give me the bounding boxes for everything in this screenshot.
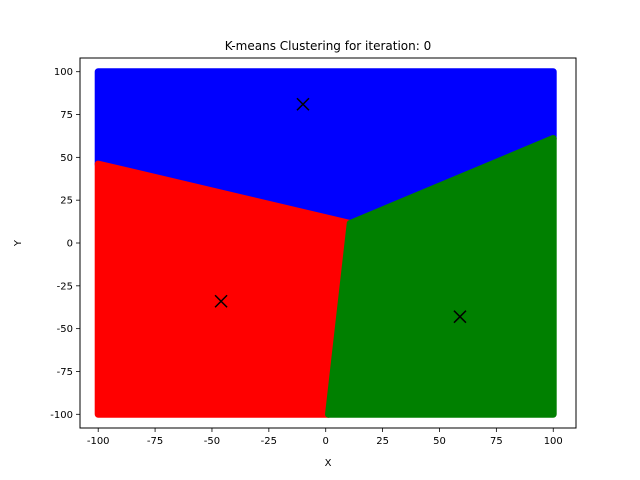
x-tick-label: -75 bbox=[147, 436, 163, 447]
x-tick-label: 75 bbox=[490, 436, 503, 447]
x-axis-ticks: -100 -75 -50 -25 0 25 50 75 100 bbox=[87, 428, 563, 447]
x-tick-label: 100 bbox=[544, 436, 563, 447]
cluster-region-3 bbox=[325, 135, 557, 418]
y-tick-label: 25 bbox=[60, 196, 73, 207]
cluster-regions bbox=[94, 68, 557, 418]
y-tick-label: -100 bbox=[50, 410, 73, 421]
y-tick-label: 0 bbox=[67, 239, 73, 250]
x-tick-label: -50 bbox=[204, 436, 220, 447]
y-tick-label: -50 bbox=[57, 324, 73, 335]
x-tick-label: -25 bbox=[261, 436, 277, 447]
centroid-marker-2 bbox=[214, 294, 228, 308]
centroid-markers bbox=[214, 97, 467, 324]
y-axis-label: Y bbox=[13, 239, 24, 247]
y-tick-label: 75 bbox=[60, 110, 73, 121]
y-tick-label: 100 bbox=[54, 67, 73, 78]
centroid-marker-1 bbox=[296, 97, 310, 111]
x-tick-label: -100 bbox=[87, 436, 110, 447]
x-tick-label: 50 bbox=[433, 436, 446, 447]
centroid-marker-3 bbox=[453, 310, 467, 324]
x-tick-label: 25 bbox=[376, 436, 389, 447]
y-tick-label: -75 bbox=[57, 367, 73, 378]
chart-title: K-means Clustering for iteration: 0 bbox=[225, 39, 432, 53]
y-tick-label: -25 bbox=[57, 281, 73, 292]
y-axis-ticks: -100 -75 -50 -25 0 25 50 75 100 bbox=[50, 67, 80, 421]
y-tick-label: 50 bbox=[60, 153, 73, 164]
x-tick-label: 0 bbox=[323, 436, 329, 447]
x-axis-label: X bbox=[325, 458, 332, 469]
